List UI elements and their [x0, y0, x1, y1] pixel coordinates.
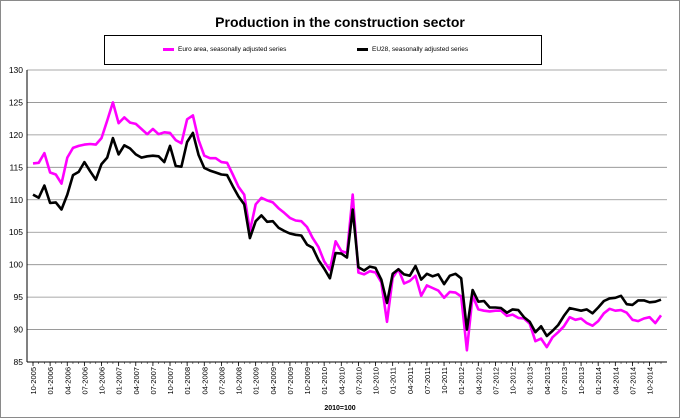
x-tick-label-10-2005: 10-2005 — [29, 367, 38, 395]
x-tick-label-01-2006: 01-2006 — [46, 367, 55, 395]
chart-title: Production in the construction sector — [215, 14, 465, 30]
x-tick-label-01-2008: 01-2008 — [183, 367, 192, 395]
x-tick-label-10-2014: 10-2014 — [646, 367, 655, 395]
legend-swatch-euro-area — [163, 48, 174, 51]
x-tick-label-07-2006: 07-2006 — [80, 367, 89, 395]
x-tick-label-04-2009: 04-2009 — [269, 367, 278, 395]
x-tick-label-10-2013: 10-2013 — [577, 367, 586, 395]
y-tick-label-90: 90 — [14, 325, 24, 335]
x-tick-label-01-2011: 01-2011 — [389, 367, 398, 394]
legend-swatch-eu28 — [357, 48, 368, 51]
x-tick-label-07-2013: 07-2013 — [560, 367, 569, 395]
x-tick-label-10-2009: 10-2009 — [303, 367, 312, 395]
x-tick-label-04-2008: 04-2008 — [200, 367, 209, 395]
x-tick-label-10-2012: 10-2012 — [509, 367, 518, 395]
y-tick-label-100: 100 — [9, 260, 23, 270]
x-axis-title: 2010=100 — [324, 405, 356, 412]
y-tick-label-120: 120 — [9, 130, 23, 140]
x-tick-label-01-2013: 01-2013 — [526, 367, 535, 395]
x-tick-label-04-2014: 04-2014 — [611, 367, 620, 395]
y-tick-label-95: 95 — [14, 292, 24, 302]
legend-label-eu28: EU28, seasonally adjusted series — [372, 46, 469, 53]
x-tick-label-07-2009: 07-2009 — [286, 367, 295, 395]
x-tick-label-07-2007: 07-2007 — [149, 367, 158, 395]
x-tick-label-10-2008: 10-2008 — [235, 367, 244, 395]
x-tick-label-10-2011: 10-2011 — [440, 367, 449, 394]
legend-label-euro-area: Euro area, seasonally adjusted series — [178, 46, 287, 53]
x-tick-label-07-2008: 07-2008 — [217, 367, 226, 395]
x-tick-label-10-2007: 10-2007 — [166, 367, 175, 395]
x-tick-label-04-2012: 04-2012 — [474, 367, 483, 395]
x-tick-label-07-2011: 07-2011 — [423, 367, 432, 394]
x-tick-label-07-2010: 07-2010 — [354, 367, 363, 395]
x-tick-label-04-2011: 04-2011 — [406, 367, 415, 394]
x-tick-label-07-2014: 07-2014 — [628, 367, 637, 395]
y-tick-label-115: 115 — [9, 162, 23, 172]
x-tick-label-01-2010: 01-2010 — [320, 367, 329, 395]
x-tick-label-10-2010: 10-2010 — [372, 367, 381, 395]
x-tick-label-01-2007: 01-2007 — [115, 367, 124, 395]
x-tick-label-07-2012: 07-2012 — [491, 367, 500, 395]
x-tick-label-01-2014: 01-2014 — [594, 367, 603, 395]
x-tick-label-10-2006: 10-2006 — [98, 367, 107, 395]
y-tick-label-130: 130 — [9, 65, 23, 75]
x-tick-label-04-2013: 04-2013 — [543, 367, 552, 395]
series-line-eu28 — [32, 131, 662, 338]
y-tick-label-105: 105 — [9, 227, 23, 237]
x-tick-label-04-2010: 04-2010 — [337, 367, 346, 395]
y-tick-label-85: 85 — [14, 357, 24, 367]
y-tick-label-110: 110 — [9, 195, 23, 205]
chart-legend: Euro area, seasonally adjusted series EU… — [104, 35, 542, 65]
x-tick-label-04-2007: 04-2007 — [132, 367, 141, 395]
x-tick-label-04-2006: 04-2006 — [63, 367, 72, 395]
x-tick-label-01-2009: 01-2009 — [252, 367, 261, 395]
y-tick-label-125: 125 — [9, 97, 23, 107]
x-tick-label-01-2012: 01-2012 — [457, 367, 466, 395]
